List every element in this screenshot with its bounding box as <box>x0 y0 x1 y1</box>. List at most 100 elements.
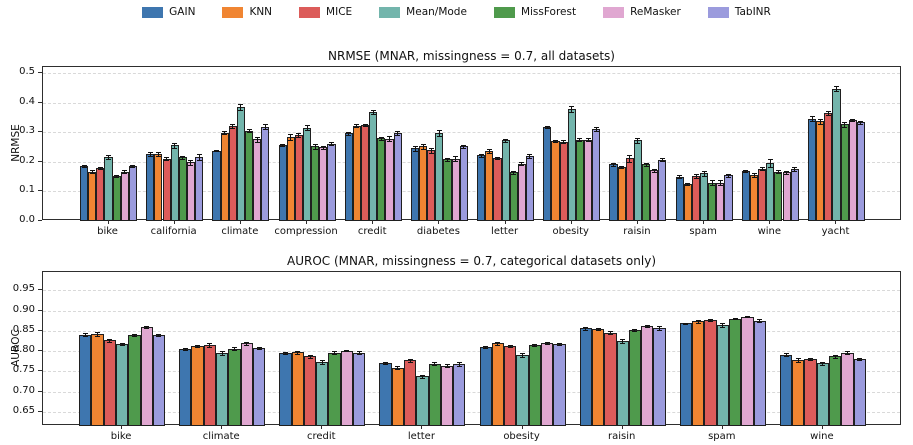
error-bar-cap <box>842 126 848 128</box>
error-bar <box>709 318 711 322</box>
bar <box>291 352 304 426</box>
x-tick-label: spam <box>689 226 717 237</box>
error-bar <box>121 342 123 346</box>
bar <box>790 168 799 221</box>
bar <box>479 346 492 426</box>
error-bar-cap <box>395 368 401 370</box>
bar <box>491 343 505 426</box>
error-bar-cap <box>593 131 599 133</box>
legend-label: ReMasker <box>630 6 681 18</box>
error-bar-cap <box>717 184 723 186</box>
error-bar-cap <box>857 357 863 359</box>
error-bar <box>485 345 487 349</box>
bar <box>741 171 750 221</box>
error-bar <box>697 320 699 323</box>
gridline <box>43 310 900 312</box>
error-bar-cap <box>792 170 798 172</box>
error-bar-cap <box>833 85 839 87</box>
y-tick-label: 0.2 <box>19 154 35 166</box>
bar <box>692 321 705 426</box>
error-bar-cap <box>809 120 815 122</box>
error-bar <box>480 153 482 157</box>
bar <box>195 157 204 221</box>
error-bar-cap <box>130 166 136 168</box>
error-bar-cap <box>817 124 823 126</box>
error-bar <box>290 134 292 140</box>
error-bar-cap <box>182 350 188 352</box>
error-bar <box>264 124 266 129</box>
error-bar-cap <box>577 140 583 142</box>
legend-swatch-icon <box>379 7 401 18</box>
error-bar-cap <box>378 136 384 138</box>
error-bar-cap <box>583 327 589 329</box>
error-bar-cap <box>486 148 492 150</box>
error-bar-cap <box>707 321 713 323</box>
x-tick-label: wine <box>757 226 782 237</box>
error-bar-cap <box>156 336 162 338</box>
error-bar-cap <box>569 106 575 108</box>
error-bar-cap <box>620 338 626 340</box>
error-bar-cap <box>693 173 699 175</box>
x-tick-mark <box>504 220 506 224</box>
bar <box>832 88 841 221</box>
error-bar <box>753 173 755 178</box>
error-bar <box>860 121 862 124</box>
error-bar <box>811 116 813 121</box>
error-bar-cap <box>850 121 856 123</box>
x-tick-label: spam <box>708 431 736 442</box>
bar <box>501 140 510 221</box>
bar <box>316 361 329 426</box>
bar <box>653 327 666 426</box>
bar <box>583 139 593 221</box>
x-tick-mark <box>821 425 823 429</box>
bar <box>152 335 166 426</box>
error-bar-cap <box>695 320 701 322</box>
error-bar-cap <box>620 342 626 344</box>
error-bar-cap <box>346 134 352 136</box>
bar <box>240 343 253 426</box>
error-bar-cap <box>262 124 268 126</box>
error-bar <box>133 334 135 337</box>
bar <box>427 150 436 221</box>
error-bar <box>613 162 615 166</box>
gridline <box>43 330 900 332</box>
error-bar-cap <box>238 109 244 111</box>
error-bar-cap <box>119 345 125 347</box>
bar <box>625 158 634 221</box>
bar <box>146 153 155 221</box>
error-bar-cap <box>312 148 318 150</box>
bar <box>203 344 217 426</box>
gridline <box>43 411 900 413</box>
error-bar <box>430 147 432 153</box>
x-tick-label: bike <box>110 431 132 442</box>
error-bar <box>348 132 350 135</box>
bar <box>591 328 605 426</box>
error-bar-cap <box>659 158 665 160</box>
error-bar <box>108 154 110 160</box>
legend-label: MICE <box>326 6 353 18</box>
error-bar <box>634 328 636 332</box>
bar <box>704 319 717 426</box>
x-tick-mark <box>570 220 572 224</box>
bar <box>528 344 541 426</box>
error-bar-cap <box>207 346 213 348</box>
bar <box>753 320 766 426</box>
error-bar-cap <box>585 138 591 140</box>
error-bar-cap <box>412 146 418 148</box>
error-bar-cap <box>585 141 591 143</box>
legend-label: Mean/Mode <box>406 6 467 18</box>
bar <box>451 158 460 221</box>
bar <box>216 352 229 426</box>
bar <box>319 147 328 221</box>
error-bar-cap <box>304 130 310 132</box>
bar <box>592 129 601 221</box>
bar <box>162 158 171 221</box>
bar <box>228 126 237 221</box>
error-bar <box>488 148 490 154</box>
error-bar-cap <box>332 351 338 353</box>
bar <box>551 141 560 221</box>
legend-item-gain: GAIN <box>142 7 195 18</box>
legend-swatch-icon <box>222 7 244 18</box>
error-bar-cap <box>122 173 128 175</box>
error-bar-cap <box>643 165 649 167</box>
